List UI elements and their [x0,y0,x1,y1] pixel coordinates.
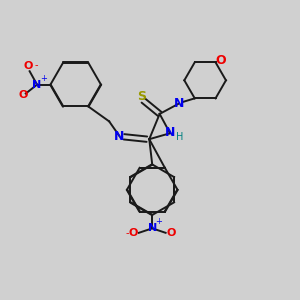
Text: N: N [32,80,42,90]
Text: S: S [137,90,146,103]
Text: N: N [165,126,175,139]
Text: N: N [148,224,157,233]
Text: +: + [40,74,47,82]
Text: O: O [23,61,33,71]
Text: O: O [18,90,28,100]
Text: O: O [216,54,226,67]
Text: -: - [34,60,38,70]
Text: N: N [174,97,184,110]
Text: N: N [114,130,125,143]
Text: O: O [166,228,176,239]
Text: +: + [155,217,162,226]
Text: H: H [176,132,183,142]
Text: O: O [129,228,138,239]
Text: -: - [126,228,129,239]
